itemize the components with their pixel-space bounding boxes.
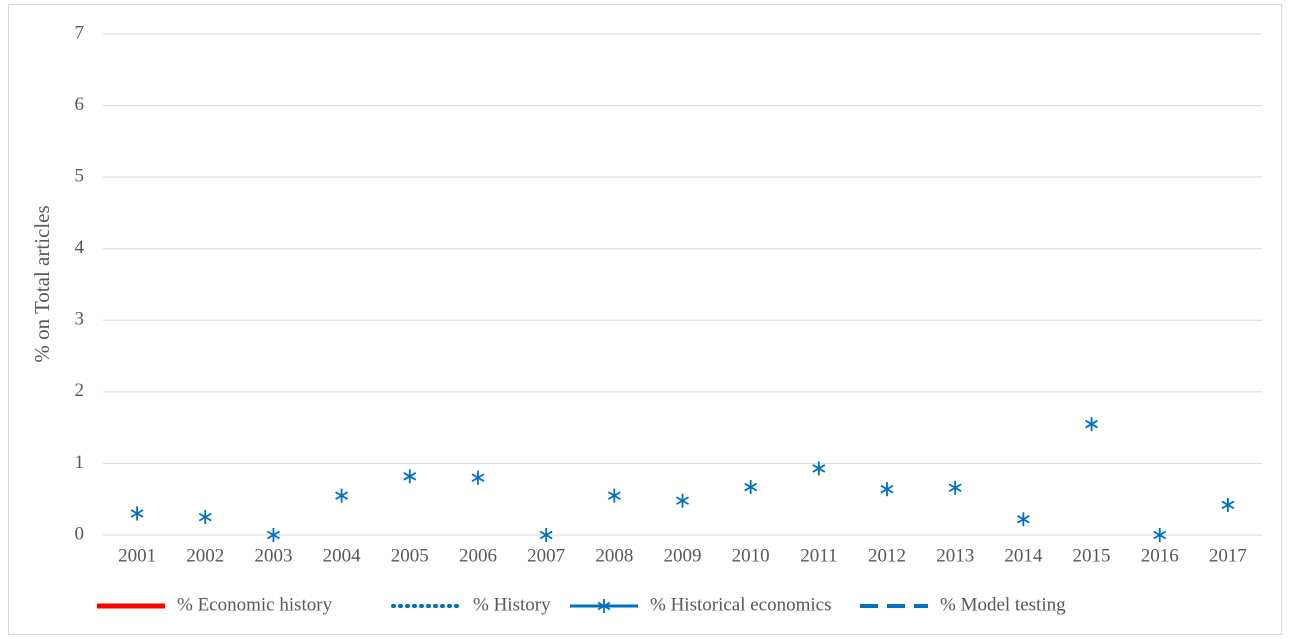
marker-stroke	[266, 530, 280, 540]
marker	[948, 480, 962, 495]
marker-stroke	[744, 482, 758, 492]
y-tick-label: 3	[75, 309, 85, 330]
marker-stroke	[403, 472, 417, 481]
marker-stroke	[948, 483, 962, 493]
x-tick-label: 2015	[1073, 545, 1111, 566]
marker	[1016, 512, 1030, 527]
marker-stroke	[1221, 500, 1235, 510]
x-tick-label: 2008	[595, 545, 633, 566]
chart-frame	[8, 4, 1282, 635]
x-tick-label: 2004	[323, 545, 362, 566]
marker	[335, 488, 349, 503]
marker	[676, 493, 689, 508]
marker	[403, 469, 417, 484]
marker-stroke	[471, 473, 485, 483]
legend-label: % History	[473, 594, 551, 615]
y-tick-label: 2	[75, 380, 85, 401]
legend-label: % Economic history	[177, 594, 333, 615]
x-tick-label: 2010	[732, 545, 770, 566]
marker-stroke	[880, 484, 894, 494]
legend-label: % Historical economics	[650, 594, 832, 615]
marker-stroke	[198, 512, 212, 522]
marker	[266, 528, 280, 542]
marker	[539, 528, 553, 542]
marker-stroke	[607, 491, 621, 500]
y-tick-label: 0	[75, 523, 85, 544]
marker	[1085, 417, 1099, 432]
marker-stroke	[1153, 530, 1167, 540]
x-tick-label: 2002	[186, 545, 224, 566]
x-tick-label: 2006	[459, 545, 497, 566]
y-axis-label: % on Total articles	[30, 205, 54, 362]
marker	[1221, 497, 1235, 512]
legend-label: % Model testing	[940, 594, 1066, 615]
marker	[607, 488, 621, 503]
marker	[597, 599, 611, 613]
y-tick-label: 5	[75, 166, 85, 187]
y-tick-label: 6	[75, 94, 85, 115]
x-tick-label: 2017	[1209, 545, 1247, 566]
x-tick-label: 2013	[936, 545, 974, 566]
marker-stroke	[1016, 514, 1030, 524]
marker-stroke	[1085, 419, 1099, 429]
marker-stroke	[597, 601, 611, 611]
y-tick-label: 7	[75, 22, 85, 43]
x-tick-label: 2003	[254, 545, 292, 566]
marker	[471, 470, 485, 485]
x-tick-label: 2001	[118, 545, 156, 566]
x-tick-label: 2011	[800, 545, 837, 566]
marker-stroke	[812, 464, 826, 473]
marker-stroke	[676, 496, 689, 505]
marker	[198, 510, 212, 525]
marker	[812, 461, 826, 476]
x-tick-label: 2016	[1141, 545, 1179, 566]
marker-stroke	[130, 509, 144, 518]
x-tick-label: 2012	[868, 545, 906, 566]
marker	[130, 506, 144, 521]
x-tick-label: 2014	[1004, 545, 1043, 566]
x-tick-label: 2005	[391, 545, 429, 566]
marker	[1153, 528, 1167, 542]
marker-stroke	[539, 530, 553, 540]
y-tick-label: 1	[75, 452, 85, 473]
marker	[880, 482, 894, 497]
marker	[744, 480, 758, 495]
marker-stroke	[335, 491, 349, 500]
x-tick-label: 2009	[664, 545, 702, 566]
x-tick-label: 2007	[527, 545, 565, 566]
y-tick-label: 4	[75, 237, 85, 258]
